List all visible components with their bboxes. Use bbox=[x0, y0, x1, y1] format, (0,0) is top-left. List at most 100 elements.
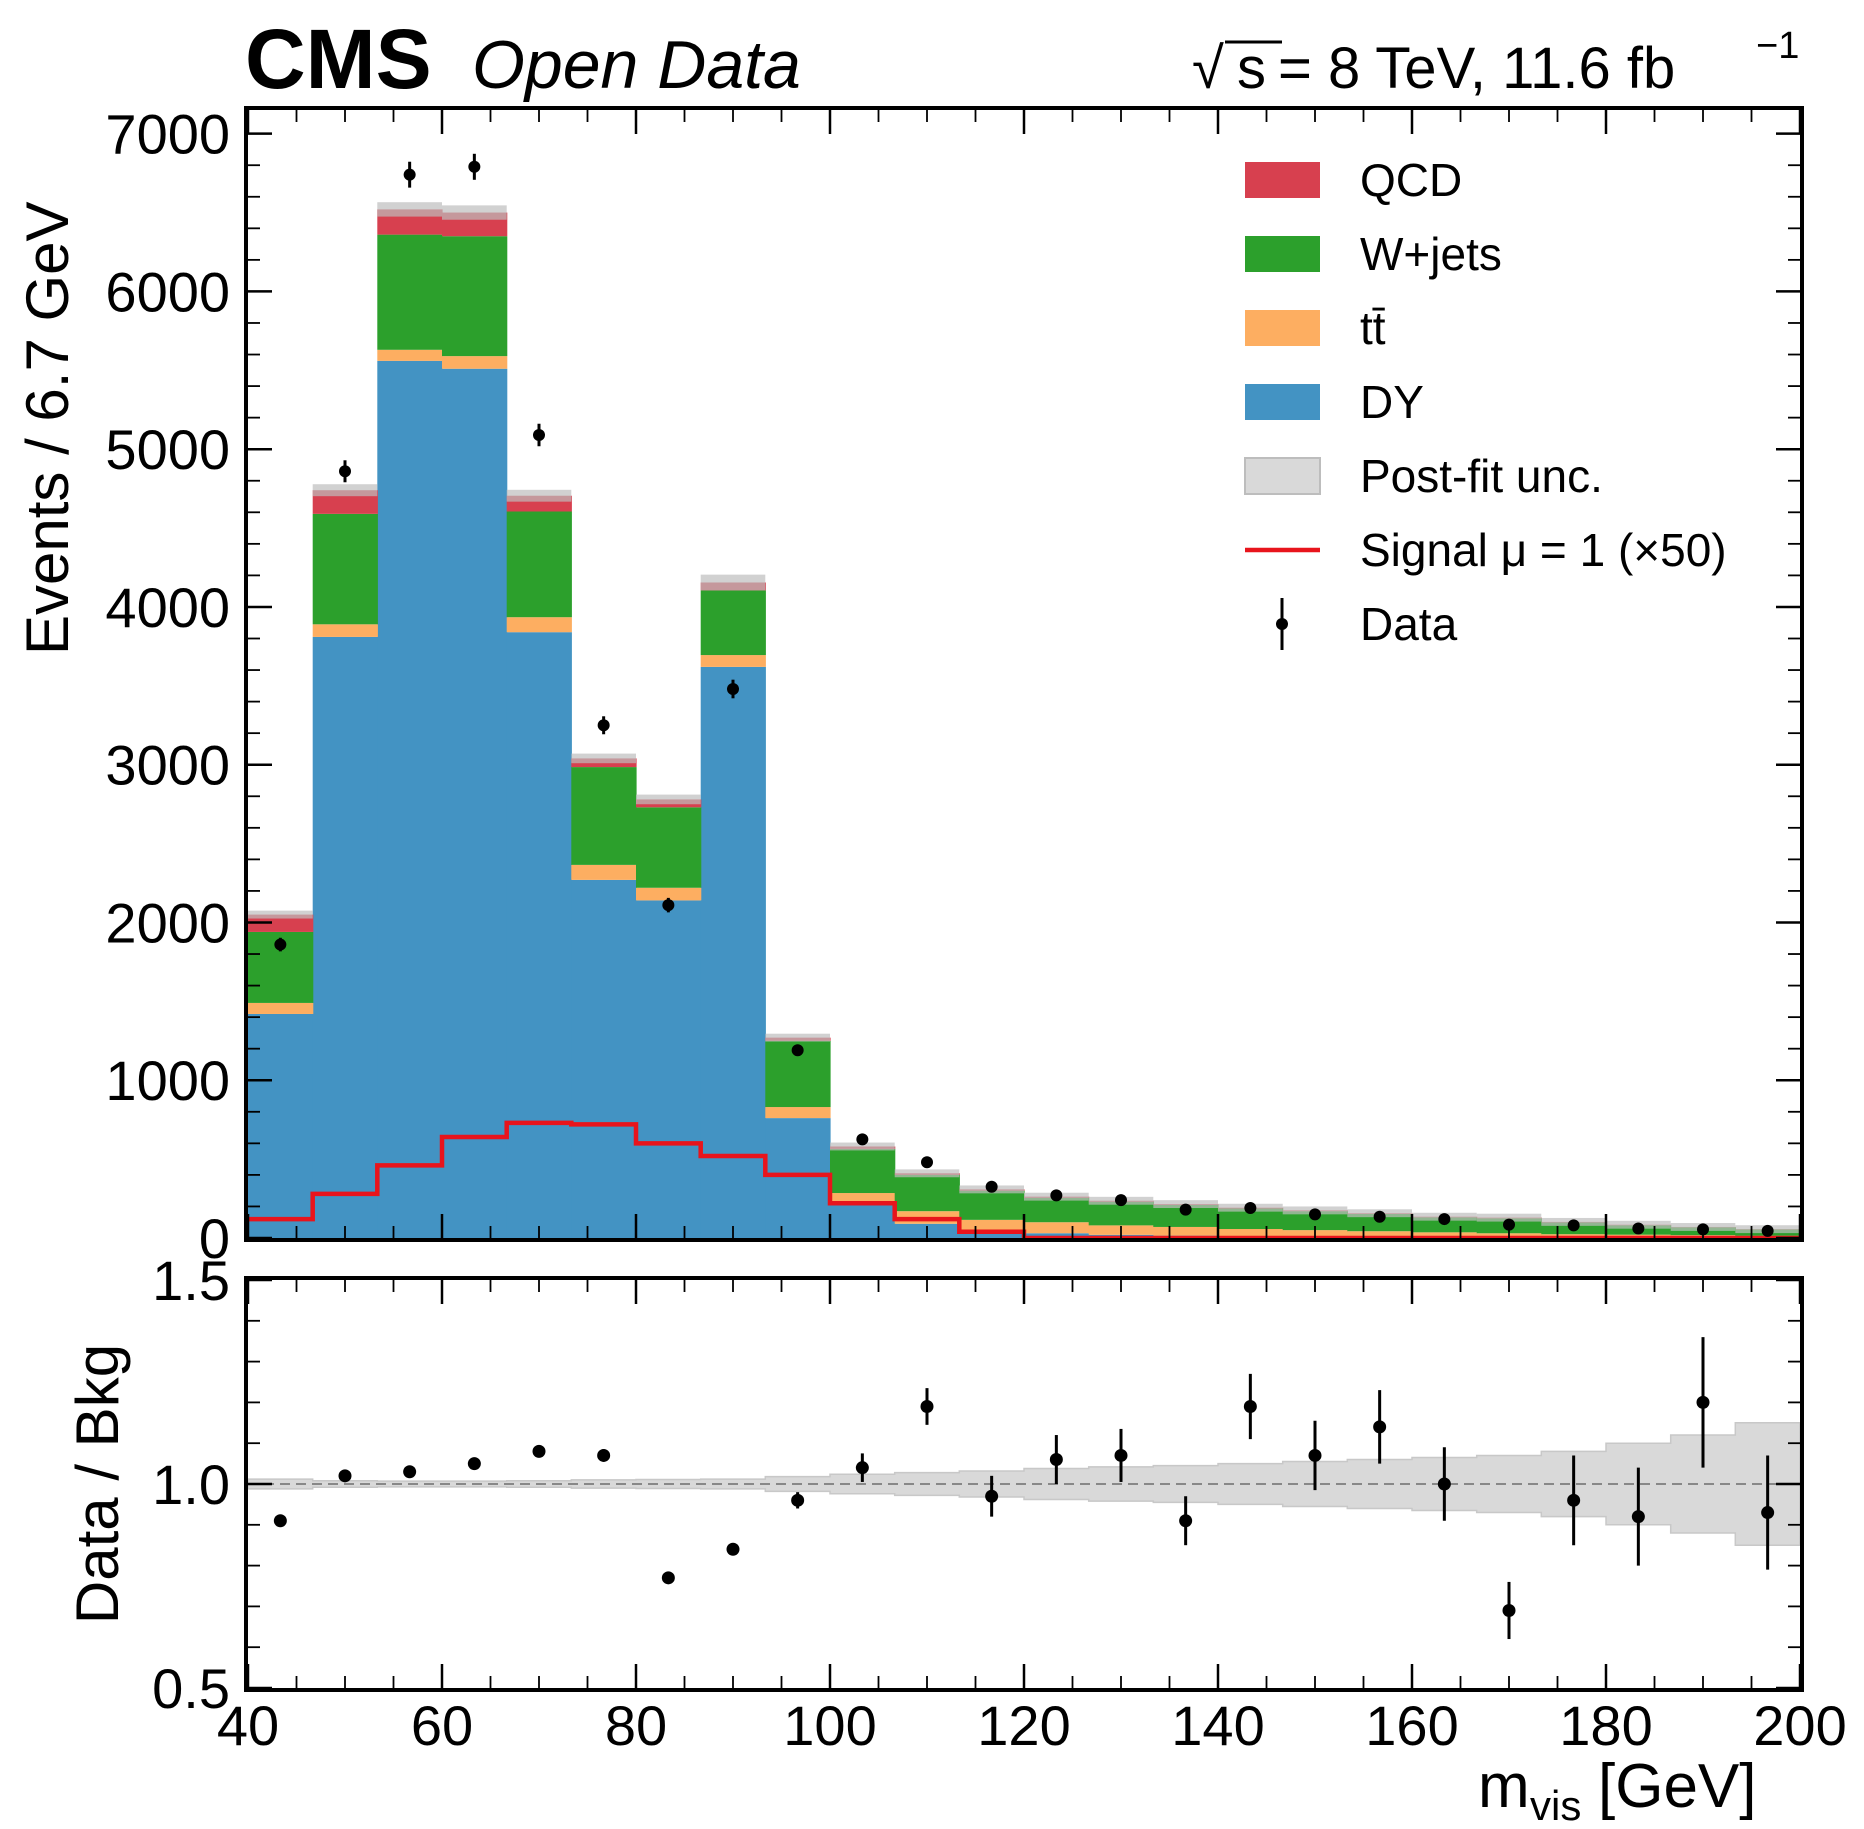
bar-w-jets-2 bbox=[377, 234, 443, 350]
ratio-xtick-labels: 40 60 80 100 120 140 160 180 200 bbox=[217, 1694, 1847, 1757]
ratio-point-19 bbox=[1502, 1603, 1516, 1617]
ratio-point-4 bbox=[532, 1444, 546, 1458]
bar-tt--8 bbox=[765, 1107, 831, 1119]
bar-w-jets-4 bbox=[506, 511, 572, 618]
bar-w-jets-14 bbox=[1153, 1204, 1219, 1227]
bar-tt--17 bbox=[1347, 1231, 1413, 1237]
data-point-17 bbox=[1373, 1210, 1386, 1223]
data-point-19 bbox=[1503, 1218, 1515, 1231]
legend-3-swatch bbox=[1245, 384, 1320, 420]
x-label-unit: [GeV] bbox=[1598, 1752, 1757, 1821]
ratio-ytick-label-2: 1.5 bbox=[152, 1249, 230, 1312]
bar-tt--12 bbox=[1024, 1222, 1090, 1234]
legend-2-label: tt̄ bbox=[1360, 302, 1386, 354]
bar-dy-8 bbox=[765, 1118, 831, 1238]
data-point-8 bbox=[791, 1044, 804, 1057]
main-ytick-label-6000: 6000 bbox=[105, 260, 230, 323]
ratio-point-17 bbox=[1373, 1420, 1387, 1434]
bar-w-jets-12 bbox=[1024, 1197, 1090, 1223]
ratio-point-3 bbox=[467, 1457, 481, 1471]
ratio-point-21 bbox=[1631, 1510, 1645, 1524]
main-ytick-label-7000: 7000 bbox=[105, 103, 230, 166]
unc-band-9 bbox=[830, 1142, 895, 1151]
unc-band-8 bbox=[765, 1033, 830, 1042]
ratio-point-20 bbox=[1567, 1493, 1581, 1507]
main-ytick-label-1000: 1000 bbox=[105, 1049, 230, 1112]
ratio-point-16 bbox=[1308, 1448, 1322, 1462]
unc-band-6 bbox=[636, 794, 701, 805]
ratio-point-1 bbox=[338, 1469, 352, 1483]
bar-tt--5 bbox=[571, 864, 637, 880]
bar-tt--9 bbox=[830, 1193, 896, 1205]
bar-tt--0 bbox=[248, 1002, 314, 1014]
bar-dy-2 bbox=[377, 360, 443, 1239]
bar-tt--14 bbox=[1153, 1226, 1219, 1236]
main-ytick-labels: 0 1000 2000 3000 4000 5000 6000 7000 bbox=[105, 103, 230, 1270]
bar-w-jets-7 bbox=[700, 590, 766, 656]
data-point-12 bbox=[1050, 1189, 1063, 1202]
main-ytick-label-2000: 2000 bbox=[105, 891, 230, 954]
xtick-label-160: 160 bbox=[1365, 1694, 1458, 1757]
data-point-16 bbox=[1309, 1208, 1321, 1221]
ratio-ytick-label-1: 1.0 bbox=[152, 1453, 230, 1516]
data-point-21 bbox=[1632, 1222, 1645, 1235]
data-point-20 bbox=[1567, 1219, 1580, 1232]
data-point-3 bbox=[468, 160, 481, 173]
x-label-main: m bbox=[1478, 1752, 1530, 1821]
unc-band-5 bbox=[571, 753, 636, 764]
bar-tt--1 bbox=[312, 624, 378, 637]
main-frame bbox=[244, 106, 1804, 1242]
ratio-point-9 bbox=[855, 1461, 869, 1475]
legend-0-label: QCD bbox=[1360, 154, 1462, 206]
ratio-point-14 bbox=[1179, 1514, 1193, 1528]
ratio-ytick-labels: 0.5 1.0 1.5 bbox=[152, 1249, 230, 1720]
data-point-23 bbox=[1761, 1224, 1774, 1237]
energy-text: = 8 TeV, 11.6 fb bbox=[1278, 36, 1675, 101]
xtick-label-180: 180 bbox=[1559, 1694, 1652, 1757]
main-ytick-label-3000: 3000 bbox=[105, 734, 230, 797]
bar-tt--4 bbox=[506, 617, 572, 633]
main-ylabel: Events / 6.7 GeV bbox=[14, 201, 81, 655]
bar-qcd-0 bbox=[248, 914, 314, 932]
ratio-ytick-label-0: 0.5 bbox=[152, 1657, 230, 1720]
data-point-15 bbox=[1244, 1202, 1257, 1215]
bar-tt--15 bbox=[1218, 1229, 1284, 1237]
ratio-point-15 bbox=[1243, 1399, 1257, 1413]
data-point-14 bbox=[1179, 1203, 1192, 1216]
legend-4-label: Post-fit unc. bbox=[1360, 450, 1603, 502]
data-point-2 bbox=[403, 168, 416, 181]
xtick-label-40: 40 bbox=[217, 1694, 279, 1757]
bar-dy-5 bbox=[571, 879, 637, 1238]
energy-s: s bbox=[1237, 36, 1266, 101]
bar-dy-9 bbox=[830, 1204, 896, 1238]
xtick-label-200: 200 bbox=[1753, 1694, 1846, 1757]
stacked-bars bbox=[248, 209, 1801, 1239]
xtick-label-140: 140 bbox=[1171, 1694, 1264, 1757]
unc-band-2 bbox=[377, 202, 442, 217]
bar-dy-1 bbox=[312, 636, 378, 1238]
x-axis-label: m vis [GeV] bbox=[1478, 1752, 1757, 1829]
data-point-18 bbox=[1438, 1213, 1451, 1226]
data-point-5 bbox=[597, 719, 610, 732]
data-point-13 bbox=[1115, 1194, 1127, 1207]
ratio-point-7 bbox=[726, 1542, 740, 1556]
bar-w-jets-1 bbox=[312, 513, 378, 625]
ratio-point-6 bbox=[661, 1571, 675, 1585]
data-point-7 bbox=[727, 682, 739, 695]
ratio-point-8 bbox=[791, 1493, 805, 1507]
data-point-6 bbox=[662, 899, 675, 912]
legend-6-swatch bbox=[1276, 618, 1288, 630]
ratio-ylabel: Data / Bkg bbox=[64, 1344, 131, 1624]
main-ytick-label-0: 0 bbox=[199, 1207, 230, 1270]
ratio-point-0 bbox=[273, 1514, 287, 1528]
ratio-panel: 0.5 1.0 1.5 40 60 80 100 120 140 160 180 200 Data … bbox=[64, 1249, 1847, 1829]
x-label-sub: vis bbox=[1530, 1782, 1581, 1829]
bar-dy-4 bbox=[506, 632, 572, 1238]
data-point-0 bbox=[274, 938, 287, 951]
unc-band-4 bbox=[506, 489, 572, 502]
unc-band-10 bbox=[894, 1169, 960, 1178]
bar-w-jets-11 bbox=[959, 1190, 1025, 1220]
unc-band-1 bbox=[312, 484, 378, 497]
bar-tt--2 bbox=[377, 349, 443, 361]
